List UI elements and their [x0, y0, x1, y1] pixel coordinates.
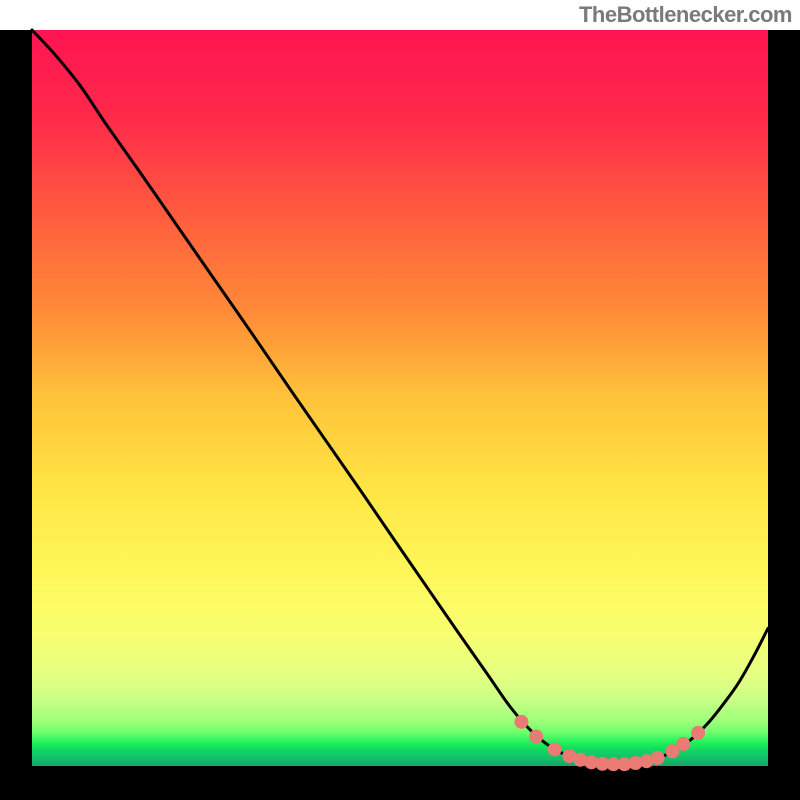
chart-svg: [0, 0, 800, 800]
marker-dot: [548, 742, 562, 756]
marker-dot: [514, 715, 528, 729]
marker-dot: [676, 737, 690, 751]
marker-dot: [651, 751, 665, 765]
marker-dot: [529, 730, 543, 744]
frame-right: [768, 0, 800, 800]
chart-container: TheBottlenecker.com: [0, 0, 800, 800]
frame-bottom: [0, 766, 800, 800]
plot-background: [32, 30, 768, 766]
frame-left: [0, 0, 32, 800]
marker-dot: [691, 726, 705, 740]
watermark-text: TheBottlenecker.com: [579, 2, 792, 28]
